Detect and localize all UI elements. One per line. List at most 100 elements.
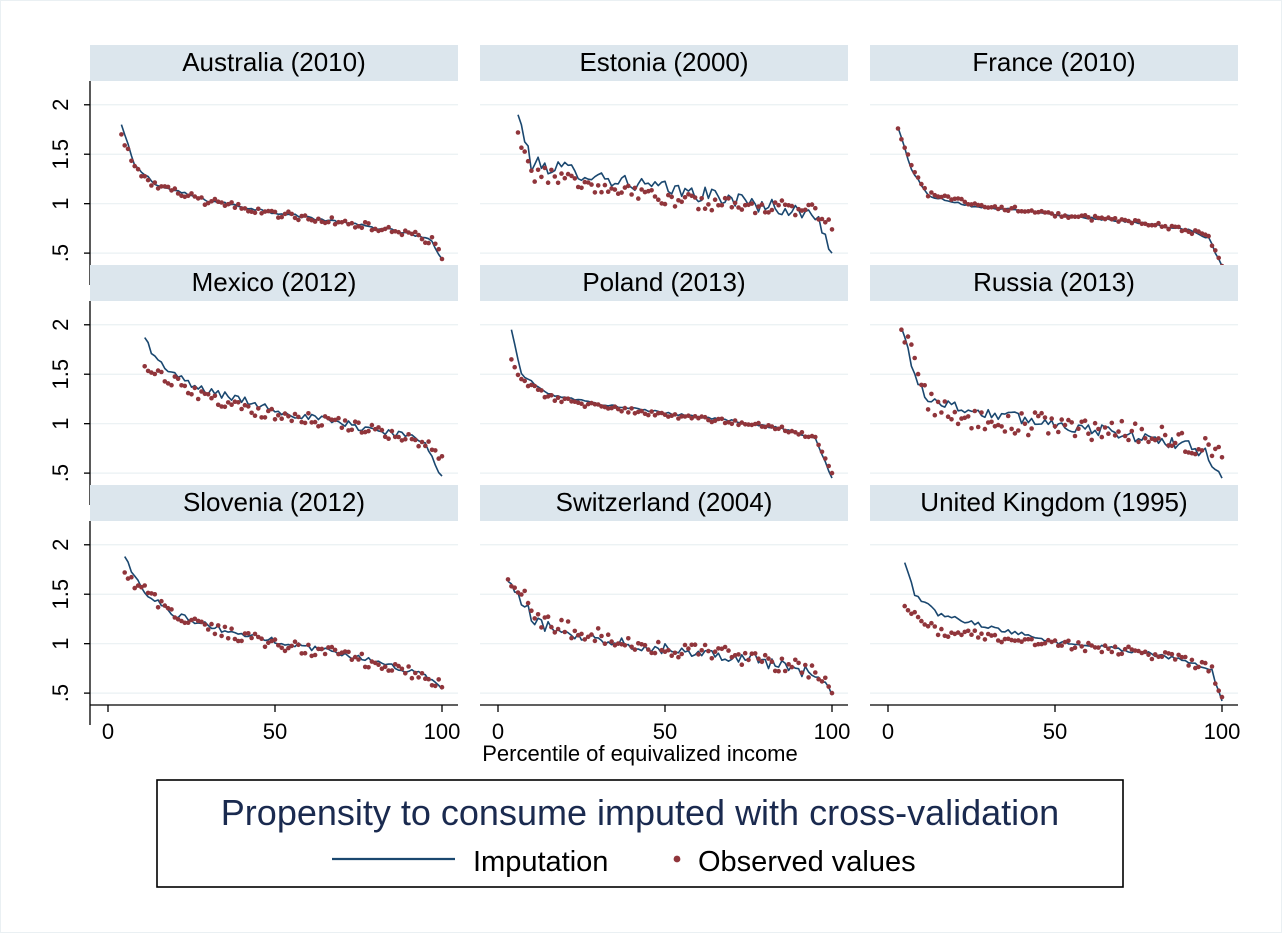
observed-point [1019, 411, 1024, 416]
observed-point [786, 662, 791, 667]
observed-point [552, 174, 558, 179]
observed-point [529, 168, 534, 173]
legend-box [156, 779, 1124, 888]
observed-point [135, 166, 141, 172]
observed-point [169, 607, 174, 612]
observed-point [279, 214, 285, 220]
observed-point [552, 630, 558, 635]
observed-point [276, 413, 281, 418]
observed-point [252, 210, 258, 216]
observed-point [322, 651, 328, 657]
observed-point [1142, 436, 1148, 441]
observed-point [236, 201, 241, 207]
observed-point [329, 215, 335, 220]
observed-point [326, 219, 331, 225]
observed-points [142, 364, 445, 461]
panel-title: Estonia (2000) [579, 47, 748, 77]
observed-point [1216, 444, 1221, 450]
observed-point [1189, 231, 1195, 237]
observed-point [1079, 644, 1084, 649]
panel-title: Poland (2013) [582, 267, 745, 297]
observed-point [1126, 218, 1131, 224]
legend-observed-swatch [673, 855, 681, 863]
observed-point [195, 396, 201, 402]
observed-point [1092, 645, 1098, 650]
observed-point [1106, 431, 1111, 437]
observed-point [742, 650, 748, 656]
observed-point [995, 206, 1001, 212]
observed-point [732, 200, 738, 206]
observed-point [629, 644, 634, 650]
observed-point [626, 636, 631, 641]
observed-point [1099, 649, 1105, 655]
observed-point [809, 202, 815, 207]
observed-point [572, 176, 578, 181]
observed-point [736, 205, 741, 210]
observed-point [823, 456, 828, 461]
observed-point [555, 626, 561, 632]
observed-point [789, 664, 795, 670]
observed-point [1059, 643, 1064, 648]
observed-point [602, 641, 608, 646]
observed-point [182, 383, 188, 389]
observed-point [565, 396, 571, 402]
panel-russia-2013: Russia (2013) [870, 265, 1238, 479]
observed-point [662, 201, 668, 207]
observed-point [582, 404, 588, 410]
observed-point [979, 410, 984, 415]
observed-point [975, 424, 981, 430]
observed-point [766, 210, 771, 215]
observed-point [646, 647, 651, 652]
observed-point [582, 637, 588, 642]
observed-point [929, 391, 934, 397]
observed-point [592, 190, 598, 195]
observed-point [632, 185, 638, 191]
observed-point [1002, 636, 1008, 642]
observed-point [529, 608, 534, 613]
observed-point [272, 209, 278, 215]
observed-point [426, 439, 431, 444]
observed-point [803, 434, 808, 440]
observed-point [525, 600, 531, 606]
observed-point [692, 642, 698, 647]
observed-point [276, 643, 281, 648]
observed-point [225, 636, 231, 641]
observed-point [602, 182, 608, 188]
panel-switzerland-2004: Switzerland (2004) 0 50 100 [480, 485, 850, 744]
observed-point [1005, 413, 1011, 419]
observed-point [1122, 433, 1128, 439]
observed-point [342, 218, 348, 224]
observed-point [979, 202, 984, 208]
observed-point [562, 629, 568, 635]
observed-point [423, 443, 428, 449]
observed-point [992, 632, 998, 638]
observed-point [689, 642, 694, 648]
observed-point [582, 179, 588, 185]
imputation-line [517, 114, 833, 254]
observed-point [622, 405, 628, 411]
observed-point [1069, 420, 1074, 425]
observed-point [776, 426, 781, 432]
observed-point [922, 383, 927, 388]
y-tick-label: .5 [48, 244, 73, 262]
observed-point [289, 418, 295, 424]
observed-point [436, 456, 442, 461]
observed-point [356, 420, 361, 426]
observed-point [702, 414, 708, 420]
observed-point [413, 229, 418, 235]
observed-point [1099, 434, 1105, 440]
observed-point [585, 634, 591, 640]
observed-point [989, 419, 994, 425]
observed-point [215, 402, 221, 408]
observed-point [1156, 654, 1161, 660]
observed-point [622, 643, 628, 648]
observed-point [426, 676, 431, 682]
observed-point [595, 626, 601, 631]
observed-point [282, 211, 288, 217]
observed-point [296, 217, 301, 223]
observed-point [349, 427, 355, 433]
observed-point [155, 186, 161, 191]
x-tick-label: 50 [263, 719, 287, 744]
observed-point [292, 639, 298, 644]
observed-point [749, 201, 755, 206]
